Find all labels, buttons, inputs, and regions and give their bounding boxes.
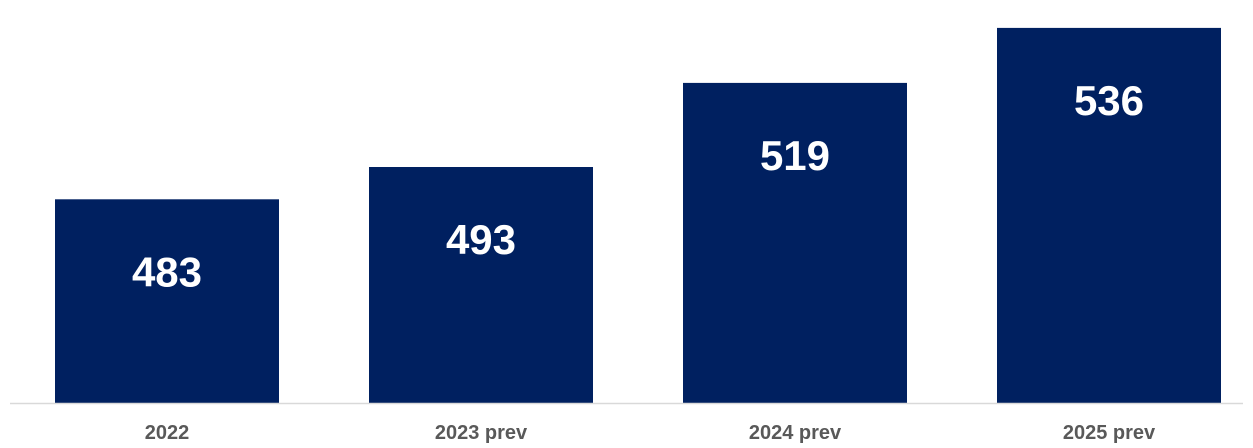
bars-layer [55, 27, 1221, 404]
data-label-2024-prev: 519 [760, 132, 830, 179]
category-label-2022: 2022 [145, 422, 190, 444]
bar-2025-prev [997, 27, 1221, 404]
data-label-2023-prev: 493 [446, 216, 516, 263]
category-label-2024-prev: 2024 prev [749, 422, 842, 444]
category-labels-layer: 2022 2023 prev 2024 prev 2025 prev [145, 422, 1156, 444]
category-label-2023-prev: 2023 prev [435, 422, 528, 444]
data-label-2022: 483 [132, 248, 202, 295]
bar-2023-prev [369, 167, 593, 403]
bar-2024-prev [683, 82, 907, 404]
data-label-2025-prev: 536 [1074, 77, 1144, 124]
category-label-2025-prev: 2025 prev [1063, 422, 1156, 444]
data-labels-layer: 483 493 519 536 [132, 77, 1144, 295]
bar-2022 [55, 199, 279, 403]
